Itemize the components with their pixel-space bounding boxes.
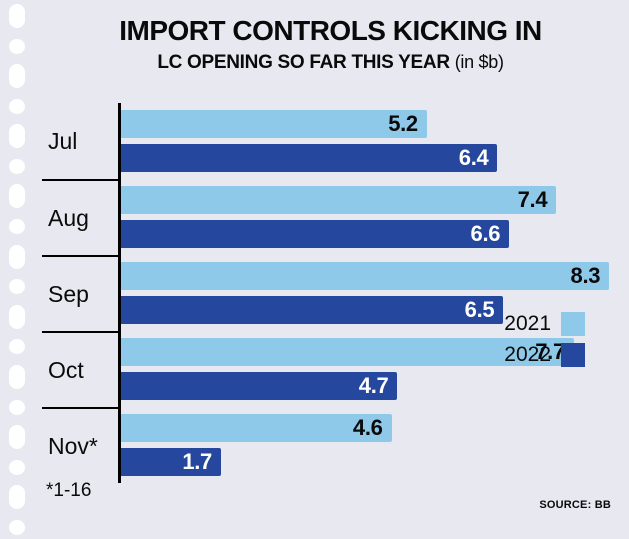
decorative-dot: [9, 184, 25, 209]
bar-2022: 4.7: [121, 372, 398, 400]
decorative-dot: [9, 304, 25, 329]
chart-row-sep: Sep 8.3 6.5: [42, 255, 621, 331]
bar-2022: 1.7: [121, 448, 221, 476]
bar-2022: 6.4: [121, 144, 498, 172]
bar-2021: 7.7: [121, 338, 574, 366]
bar-value: 6.6: [470, 221, 501, 246]
decorative-dot: [9, 485, 25, 510]
legend-swatch-2022: [561, 343, 585, 367]
bar-value: 6.5: [464, 297, 495, 322]
decorative-dot: [9, 244, 25, 269]
category-label: Jul: [48, 127, 78, 154]
bar-value: 5.2: [388, 111, 418, 136]
chart-title: IMPORT CONTROLS KICKING IN: [119, 15, 542, 46]
decorative-dot: [9, 38, 25, 54]
decorative-dot: [9, 364, 25, 389]
legend-swatch-2021: [561, 312, 585, 336]
bar-group: 7.4 6.6: [118, 179, 621, 255]
bar-value: 6.4: [458, 145, 489, 170]
bar-value: 1.7: [182, 449, 212, 474]
category-label: Sep: [42, 255, 118, 331]
bar-value: 8.3: [570, 263, 601, 288]
decorative-dot: [9, 219, 25, 235]
bar-2021: 7.4: [121, 186, 557, 214]
bar-group: 8.3 6.5: [118, 255, 621, 331]
decorative-dot: [9, 339, 25, 355]
legend-label: 2021: [504, 312, 551, 335]
legend: 2021 2022: [504, 312, 585, 374]
bar-group: 7.7 4.7: [118, 331, 621, 407]
chart-row-aug: Aug 7.4 6.6: [42, 179, 621, 255]
decorative-dot: [9, 279, 25, 295]
bar-chart: Jul 5.2 6.4 Aug 7.4 6.6 Sep 8.3: [42, 103, 621, 483]
bar-value: 7.7: [535, 339, 565, 364]
chart-header: IMPORT CONTROLS KICKING IN LC OPENING SO…: [32, 0, 629, 74]
bar-2021: 8.3: [121, 262, 610, 290]
legend-item-2022: 2022: [504, 343, 585, 367]
category-label: Nov*: [42, 407, 118, 483]
decorative-dot: [9, 98, 25, 114]
bar-2021: 5.2: [121, 110, 427, 138]
decorative-dot: [9, 519, 25, 535]
bar-2022: 6.6: [121, 220, 510, 248]
category-label: Aug: [42, 179, 118, 255]
legend-item-2021: 2021: [504, 312, 585, 336]
chart-subtitle: LC OPENING SO FAR THIS YEAR (in $b): [32, 52, 629, 74]
decorative-dots-strip: [3, 0, 31, 539]
bar-value: 4.6: [352, 415, 383, 440]
decorative-dot: [9, 124, 25, 149]
chart-unit-label: (in $b): [454, 51, 504, 72]
chart-subtitle-text: LC OPENING SO FAR THIS YEAR: [157, 51, 450, 73]
decorative-dot: [9, 64, 25, 89]
footnote: *1-16: [46, 480, 92, 501]
decorative-dot: [9, 158, 25, 174]
bar-group: 4.6 1.7: [118, 407, 621, 483]
bar-group: 5.2 6.4: [118, 103, 621, 179]
bar-value: 7.4: [517, 187, 548, 212]
bar-2022: 6.5: [121, 296, 504, 324]
legend-label: 2022: [504, 343, 551, 366]
source-credit: SOURCE: BB: [539, 499, 611, 511]
chart-row-nov: Nov* 4.6 1.7: [42, 407, 621, 483]
bar-2021: 4.6: [121, 414, 392, 442]
chart-row-oct: Oct 7.7 4.7: [42, 331, 621, 407]
bar-value: 4.7: [358, 373, 389, 398]
decorative-dot: [9, 399, 25, 415]
category-label: Oct: [42, 331, 118, 407]
decorative-dot: [9, 425, 25, 450]
decorative-dot: [9, 4, 25, 28]
decorative-dot: [9, 459, 25, 475]
chart-row-jul: Jul 5.2 6.4: [42, 103, 621, 179]
